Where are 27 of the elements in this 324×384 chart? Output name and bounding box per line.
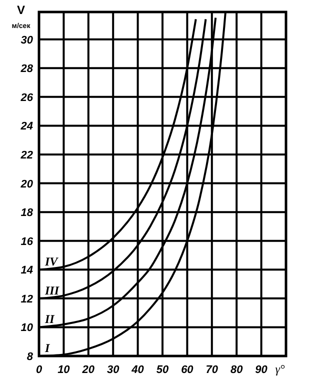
y-tick-label: 12 xyxy=(20,293,33,306)
y-tick-label: 22 xyxy=(20,149,33,162)
series-label: III xyxy=(44,283,60,298)
y-tick-label: 26 xyxy=(20,92,34,104)
series-label: II xyxy=(44,312,56,326)
y-tick-label: 14 xyxy=(20,264,33,277)
x-tick-label: 60 xyxy=(181,364,194,376)
y-tick-label: 16 xyxy=(20,236,34,248)
x-tick-label: 40 xyxy=(130,364,145,376)
x-tick-label: 80 xyxy=(230,364,244,376)
x-tick-label: 10 xyxy=(58,364,71,376)
y-tick-label: 18 xyxy=(20,207,34,220)
x-tick-label: 0 xyxy=(36,364,43,376)
x-tick-label: 20 xyxy=(81,364,96,376)
x-axis-title: γ° xyxy=(275,362,285,376)
y-tick-label: 28 xyxy=(20,63,34,76)
y-tick-label: 24 xyxy=(20,120,33,133)
series-label: IV xyxy=(44,254,59,269)
y-tick-label: 30 xyxy=(20,34,34,46)
y-tick-label: 20 xyxy=(20,178,34,190)
x-tick-label: 90 xyxy=(255,364,268,376)
x-tick-label: 30 xyxy=(106,364,120,376)
x-tick-label: 70 xyxy=(206,364,219,376)
y-tick-label: 8 xyxy=(26,351,34,363)
x-tick-label: 50 xyxy=(156,364,170,376)
series-label: I xyxy=(44,341,51,355)
y-tick-label: 10 xyxy=(20,322,34,334)
